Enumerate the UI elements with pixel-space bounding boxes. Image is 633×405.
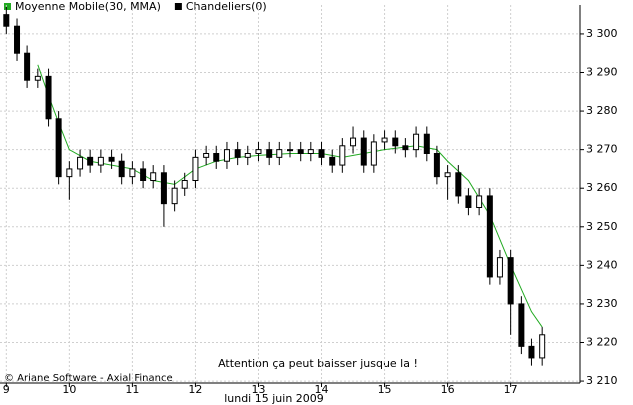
y-tick-label: 3 260	[586, 181, 618, 194]
legend-swatch	[174, 3, 182, 10]
x-tick-label: 14	[315, 383, 329, 396]
y-tick-label: 3 230	[586, 297, 618, 310]
candle-body	[518, 303, 525, 347]
candle-body	[539, 334, 546, 359]
candle-body	[486, 195, 493, 278]
candle-body	[24, 52, 31, 81]
candle-body	[444, 172, 451, 178]
x-axis-label: lundi 15 juin 2009	[224, 392, 324, 405]
candle-body	[203, 153, 210, 158]
x-tick-label: 13	[251, 383, 265, 396]
candle-body	[192, 156, 199, 182]
x-tick-label: 15	[378, 383, 392, 396]
candle-body	[255, 149, 262, 154]
footer: © Ariane Software - Axial Finance	[4, 373, 173, 384]
candle-body	[381, 137, 388, 143]
candle-body	[129, 168, 136, 178]
candle-body	[266, 149, 273, 158]
y-tick-label: 3 280	[586, 104, 618, 117]
legend-swatch	[4, 3, 11, 10]
candle-body	[87, 156, 94, 166]
candle-body	[413, 133, 420, 151]
y-tick-label: 3 220	[586, 336, 618, 349]
candle-body	[160, 172, 167, 205]
candle-body	[14, 25, 21, 54]
candle-body	[150, 172, 157, 182]
candle-body	[455, 172, 462, 197]
candle-body	[423, 133, 430, 154]
candle-body	[45, 75, 52, 120]
candle-body	[465, 195, 472, 209]
candle-body	[77, 156, 84, 170]
y-tick-label: 3 290	[586, 66, 618, 79]
x-tick-label: 10	[62, 383, 76, 396]
candle-body	[181, 180, 188, 189]
candle-body	[97, 156, 104, 166]
y-tick-label: 3 270	[586, 143, 618, 156]
y-tick-label: 3 210	[586, 374, 618, 387]
moving-average-line	[37, 64, 543, 328]
candle-body	[507, 257, 514, 305]
x-tick-label: 16	[441, 383, 455, 396]
candle-body	[171, 187, 178, 205]
legend: Moyenne Mobile(30, MMA) Chandeliers(0)	[4, 0, 267, 13]
legend-label: Chandeliers(0)	[186, 0, 267, 13]
y-tick-label: 3 240	[586, 258, 618, 271]
candle-body	[360, 137, 367, 166]
candle-body	[55, 118, 62, 178]
candle-body	[307, 149, 314, 154]
candle-body	[297, 149, 304, 154]
x-tick-label: 11	[125, 383, 139, 396]
candle-body	[276, 149, 283, 158]
y-tick-label: 3 300	[586, 27, 618, 40]
annotation: Attention ça peut baisser jusque la !	[218, 357, 418, 370]
candle-body	[350, 137, 357, 147]
candle-body	[66, 168, 73, 178]
candle-body	[34, 75, 41, 81]
x-tick-label: 9	[3, 383, 10, 396]
candle-body	[433, 153, 440, 178]
candle-body	[108, 156, 115, 162]
candle-body	[476, 195, 483, 209]
candle-body	[329, 156, 336, 166]
candle-body	[140, 168, 147, 182]
candle-body	[496, 257, 503, 278]
candle-body	[339, 145, 346, 166]
candle-body	[318, 149, 325, 158]
candle-body	[528, 345, 535, 359]
candle-body	[223, 149, 230, 162]
candle-body	[234, 149, 241, 158]
x-tick-label: 17	[504, 383, 518, 396]
candle-body	[287, 149, 293, 152]
x-tick-label: 12	[188, 383, 202, 396]
candle-body	[213, 153, 220, 162]
candle-body	[392, 137, 399, 147]
candle-body	[118, 160, 125, 178]
legend-label: Moyenne Mobile(30, MMA)	[15, 0, 161, 13]
y-tick-label: 3 250	[586, 220, 618, 233]
candle-body	[244, 153, 251, 158]
candle-body	[370, 141, 377, 166]
candle-body	[3, 14, 10, 27]
candle-body	[402, 145, 409, 151]
